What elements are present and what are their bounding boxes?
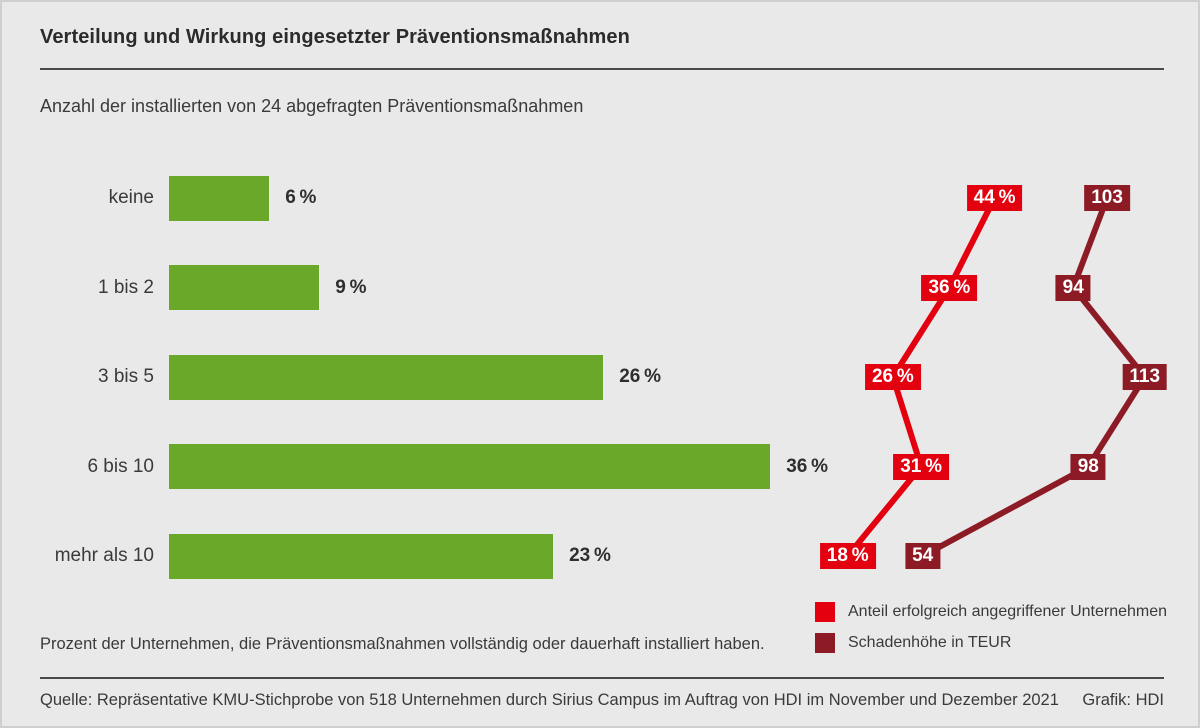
- bar-value-label: 6 %: [285, 187, 317, 208]
- legend-label-attacked: Anteil erfolgreich angegriffener Unterne…: [848, 603, 1168, 620]
- bar-row: 1 bis 2 9 %: [40, 265, 367, 310]
- data-point-label: 94: [1055, 274, 1091, 301]
- footer-divider: [40, 677, 1164, 679]
- bar-value-label: 36 %: [786, 455, 829, 477]
- bar: [169, 354, 604, 400]
- bar-row: mehr als 10 23 %: [40, 533, 611, 579]
- legend-label-damage: Schadenhöhe in TEUR: [848, 634, 1012, 651]
- data-point-label: 44 %: [966, 185, 1023, 211]
- category-label: mehr als 10: [54, 545, 154, 566]
- legend-item-attacked: Anteil erfolgreich angegriffener Unterne…: [815, 602, 1167, 622]
- legend: Anteil erfolgreich angegriffener Unterne…: [815, 602, 1167, 664]
- data-point-label: 26 %: [864, 364, 921, 390]
- data-point-label: 18 %: [819, 543, 876, 569]
- bar: [169, 444, 771, 489]
- category-label: keine: [108, 187, 154, 208]
- bar-row: 3 bis 5 26 %: [40, 354, 662, 400]
- bar-value-label: 23 %: [569, 545, 611, 566]
- data-point-label: 103: [1084, 185, 1130, 211]
- bar: [169, 175, 270, 221]
- credit-text: Grafik: HDI: [1082, 691, 1164, 709]
- data-point-label: 36 %: [921, 274, 978, 301]
- data-point-label: 98: [1070, 453, 1106, 480]
- category-label: 3 bis 5: [98, 366, 154, 387]
- chart-title: Verteilung und Wirkung eingesetzter Präv…: [40, 26, 630, 48]
- bar-value-label: 26 %: [619, 366, 662, 387]
- category-label: 1 bis 2: [98, 276, 154, 298]
- legend-swatch-damage-icon: [815, 633, 835, 653]
- bar: [169, 533, 554, 579]
- chart-subtitle: Anzahl der installierten von 24 abgefrag…: [40, 96, 584, 116]
- chart-note: Prozent der Unternehmen, die Präventions…: [40, 635, 765, 653]
- bar-row: keine 6 %: [40, 175, 317, 221]
- bar-row: 6 bis 10 36 %: [40, 444, 828, 489]
- data-point-label: 31 %: [893, 453, 950, 480]
- category-label: 6 bis 10: [87, 455, 154, 477]
- title-divider: [40, 68, 1164, 70]
- legend-item-damage: Schadenhöhe in TEUR: [815, 633, 1167, 653]
- bar: [169, 265, 320, 310]
- footer: Quelle: Repräsentative KMU-Stichprobe vo…: [40, 691, 1164, 710]
- source-text: Quelle: Repräsentative KMU-Stichprobe vo…: [40, 691, 1059, 709]
- data-point-label: 113: [1122, 364, 1168, 390]
- data-point-label: 54: [905, 543, 941, 569]
- bar-value-label: 9 %: [335, 276, 367, 298]
- legend-swatch-attacked-icon: [815, 602, 835, 622]
- line-series: [921, 196, 1149, 559]
